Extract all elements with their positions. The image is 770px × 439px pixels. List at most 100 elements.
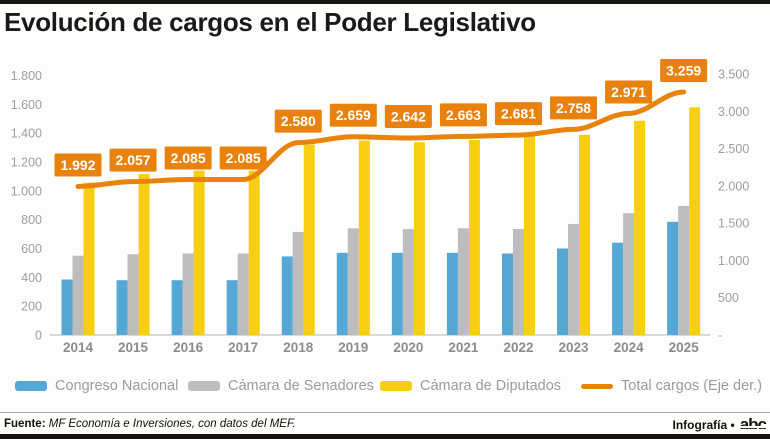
total-label-box-2019 [329, 103, 377, 127]
right-axis-tick: 1.000 [718, 254, 749, 268]
bar-camara-de-senadores-2017 [237, 253, 249, 335]
x-axis-label: 2016 [173, 340, 204, 355]
bar-congreso-nacional-2024 [612, 242, 624, 335]
bar-congreso-nacional-2021 [446, 252, 458, 335]
total-label-box-2016 [164, 146, 212, 170]
x-axis-label: 2014 [63, 340, 94, 355]
footer-divider [0, 412, 770, 413]
legend-label-camara-diputados: Cámara de Diputados [420, 378, 562, 394]
legend-label-total-cargos: Total cargos (Eje der.) [621, 378, 763, 394]
legend-item-camara-senadores: Cámara de Senadores [188, 378, 374, 394]
left-axis-tick: 1.000 [11, 184, 42, 198]
bar-congreso-nacional-2020 [391, 252, 403, 335]
legend-label-camara-senadores: Cámara de Senadores [228, 378, 374, 394]
bar-camara-de-senadores-2023 [568, 223, 580, 335]
bar-camara-de-diputados-2017 [248, 170, 260, 335]
source-text: MF Economía e Inversiones, con datos del… [48, 418, 296, 430]
total-label-2024: 2.971 [611, 84, 646, 100]
total-label-2014: 1.992 [60, 157, 95, 173]
legend-label-congreso-nacional: Congreso Nacional [55, 378, 179, 394]
bar-camara-de-diputados-2018 [303, 144, 315, 335]
legend-item-congreso-nacional: Congreso Nacional [15, 378, 178, 394]
right-axis-tick: - [718, 329, 722, 343]
bar-camara-de-diputados-2016 [193, 170, 205, 335]
x-axis-label: 2015 [118, 340, 149, 355]
right-axis-tick: 500 [718, 291, 739, 305]
x-axis-label: 2017 [228, 340, 258, 355]
bar-camara-de-senadores-2024 [623, 213, 635, 335]
bar-congreso-nacional-2023 [557, 248, 569, 335]
total-label-box-2015 [109, 148, 157, 172]
right-axis-tick: 3.500 [718, 68, 749, 82]
bar-camara-de-senadores-2021 [457, 228, 469, 335]
x-axis-label: 2018 [283, 340, 314, 355]
legend-line-marker-total-cargos [581, 383, 613, 389]
bar-camara-de-diputados-2022 [523, 135, 535, 335]
credit-note: Infografía • abc [672, 415, 768, 434]
top-border [0, 0, 770, 4]
left-axis-tick: 800 [21, 213, 42, 227]
total-label-2020: 2.642 [391, 108, 426, 124]
bar-camara-de-diputados-2021 [468, 139, 480, 335]
x-axis-label: 2023 [559, 340, 590, 355]
total-label-2015: 2.057 [116, 152, 151, 168]
bar-camara-de-senadores-2019 [347, 228, 359, 335]
bottom-border [0, 434, 770, 439]
total-cargos-line [75, 89, 687, 189]
bar-camara-de-senadores-2022 [512, 229, 524, 335]
bar-camara-de-senadores-2016 [182, 253, 194, 335]
bar-congreso-nacional-2022 [501, 253, 513, 335]
bar-camara-de-diputados-2025 [689, 107, 701, 335]
legend-item-total-cargos: Total cargos (Eje der.) [581, 378, 762, 394]
bar-camara-de-senadores-2014 [72, 255, 84, 335]
left-axis-tick: 1.600 [11, 98, 42, 112]
x-axis-label: 2020 [393, 340, 423, 355]
left-axis-tick: 400 [21, 271, 42, 285]
total-label-box-2020 [384, 104, 432, 128]
left-axis-tick: 600 [21, 242, 42, 256]
x-axis-label: 2024 [614, 340, 645, 355]
left-axis-tick: 1.400 [11, 127, 42, 141]
right-axis-tick: 2.500 [718, 142, 749, 156]
abc-logo: abc [738, 415, 768, 434]
left-axis-tick: 1.800 [11, 69, 42, 83]
total-label-2025: 3.259 [666, 62, 701, 78]
legend-swatch-congreso-nacional [15, 381, 47, 391]
total-label-box-2014 [54, 153, 102, 177]
x-axis-label: 2021 [448, 340, 479, 355]
bar-congreso-nacional-2017 [226, 280, 238, 335]
left-axis-tick: 0 [35, 329, 42, 343]
credit-text: Infografía • [672, 417, 735, 432]
x-axis-label: 2022 [503, 340, 533, 355]
total-label-2022: 2.681 [501, 106, 536, 122]
right-axis-tick: 2.000 [718, 179, 749, 193]
legend-item-camara-diputados: Cámara de Diputados [380, 378, 561, 394]
total-label-2019: 2.659 [336, 107, 371, 123]
right-axis-tick: 1.500 [718, 217, 749, 231]
total-label-2016: 2.085 [171, 150, 206, 166]
bar-congreso-nacional-2019 [336, 252, 348, 335]
bar-congreso-nacional-2025 [667, 221, 679, 335]
total-label-box-2017 [219, 146, 267, 170]
source-label: Fuente: [4, 418, 46, 430]
chart-svg: 0 200 400 600 800 1.000 1.200 1.400 1.600 1.800 - 5… [11, 58, 749, 355]
source-note: Fuente: MF Economía e Inversiones, con d… [4, 418, 296, 430]
page-title: Evolución de cargos en el Poder Legislat… [4, 7, 536, 37]
bar-camara-de-diputados-2015 [138, 173, 150, 335]
bar-camara-de-senadores-2015 [127, 254, 139, 335]
legend-swatch-camara-senadores [188, 381, 220, 391]
left-axis-tick: 200 [21, 300, 42, 314]
total-label-2021: 2.663 [446, 107, 481, 123]
bar-camara-de-diputados-2019 [358, 140, 370, 335]
bar-congreso-nacional-2018 [281, 256, 293, 335]
bar-camara-de-senadores-2025 [678, 205, 690, 335]
right-axis-tick: 3.000 [718, 105, 749, 119]
x-axis-label: 2025 [669, 340, 700, 355]
total-label-2017: 2.085 [226, 150, 261, 166]
bar-camara-de-senadores-2018 [292, 231, 304, 335]
bar-camara-de-senadores-2020 [402, 229, 414, 335]
legend-swatch-camara-diputados [380, 381, 412, 391]
total-label-box-2025 [660, 58, 708, 82]
total-label-box-2021 [439, 103, 487, 127]
